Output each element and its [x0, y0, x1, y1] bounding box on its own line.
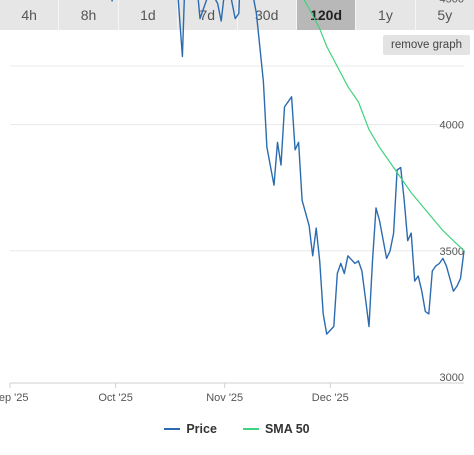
timeframe-tabs: 4h 8h 1d 7d 30d 120d 1y 5y [0, 0, 474, 30]
sma-50-line [303, 0, 465, 252]
tab-30d[interactable]: 30d [237, 0, 297, 30]
price-line [111, 0, 465, 335]
legend-item-price[interactable]: Price [164, 422, 217, 436]
y-tick-label-3500: 3500 [440, 246, 464, 258]
legend-item-sma[interactable]: SMA 50 [242, 422, 310, 436]
legend-swatch-sma [242, 428, 259, 430]
y-tick-label-3000: 3000 [440, 372, 464, 384]
tab-8h[interactable]: 8h [59, 0, 119, 30]
x-tick-label-3: Dec '25 [312, 392, 349, 404]
tab-4h[interactable]: 4h [0, 0, 60, 30]
legend-swatch-price [164, 428, 181, 430]
y-tick-label-4500: 4500 [440, 0, 464, 5]
x-tick-label-0: Sep '25 [0, 392, 28, 404]
tab-1d[interactable]: 1d [118, 0, 179, 30]
chart-legend: Price SMA 50 [0, 419, 474, 439]
x-tick-label-2: Nov '25 [206, 392, 243, 404]
tab-1y[interactable]: 1y [356, 0, 416, 30]
tab-5y[interactable]: 5y [415, 0, 474, 30]
legend-label-price: Price [186, 422, 217, 436]
y-tick-label-4000: 4000 [440, 120, 464, 132]
legend-label-sma: SMA 50 [264, 422, 310, 436]
remove-graph-button[interactable]: remove graph [383, 35, 470, 55]
x-tick-label-1: Oct '25 [98, 392, 133, 404]
